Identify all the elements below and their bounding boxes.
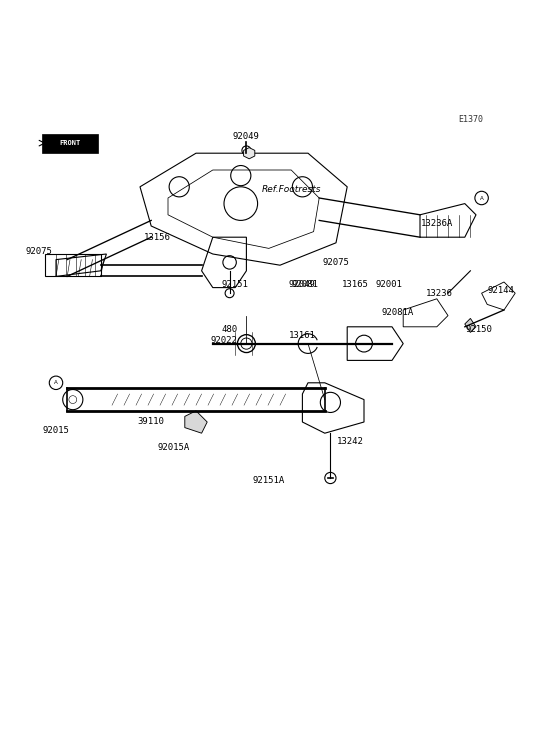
Text: 92151: 92151 bbox=[222, 280, 249, 289]
Text: A: A bbox=[480, 195, 483, 201]
Polygon shape bbox=[185, 411, 207, 433]
Text: 92081A: 92081A bbox=[381, 308, 414, 317]
Text: 13161: 13161 bbox=[289, 331, 316, 340]
Text: 92075: 92075 bbox=[26, 247, 53, 255]
Text: 39110: 39110 bbox=[138, 417, 165, 427]
Text: 92049: 92049 bbox=[233, 132, 260, 141]
Polygon shape bbox=[244, 148, 255, 159]
Text: 92022: 92022 bbox=[211, 336, 237, 346]
Text: 92015: 92015 bbox=[43, 426, 69, 435]
Text: 13156: 13156 bbox=[143, 233, 170, 242]
Text: 92144: 92144 bbox=[488, 286, 515, 295]
Text: 13242: 13242 bbox=[337, 437, 363, 446]
Text: 13236A: 13236A bbox=[421, 219, 453, 228]
Text: Ref.Footrests: Ref.Footrests bbox=[262, 185, 321, 194]
Polygon shape bbox=[465, 318, 476, 332]
Text: 480: 480 bbox=[222, 325, 237, 334]
Text: A: A bbox=[54, 381, 58, 385]
Text: 92049: 92049 bbox=[289, 280, 316, 289]
Text: 92015A: 92015A bbox=[157, 443, 190, 452]
Text: 13165: 13165 bbox=[342, 280, 369, 289]
Text: FRONT: FRONT bbox=[59, 140, 81, 146]
Text: 13236: 13236 bbox=[426, 288, 453, 298]
Text: E1370: E1370 bbox=[458, 115, 483, 124]
Text: 92075: 92075 bbox=[323, 258, 349, 267]
Text: 92001: 92001 bbox=[376, 280, 403, 289]
Text: 92150: 92150 bbox=[465, 325, 492, 334]
Text: 92081: 92081 bbox=[292, 280, 319, 289]
FancyBboxPatch shape bbox=[42, 134, 98, 153]
Text: 92151A: 92151A bbox=[253, 477, 285, 485]
